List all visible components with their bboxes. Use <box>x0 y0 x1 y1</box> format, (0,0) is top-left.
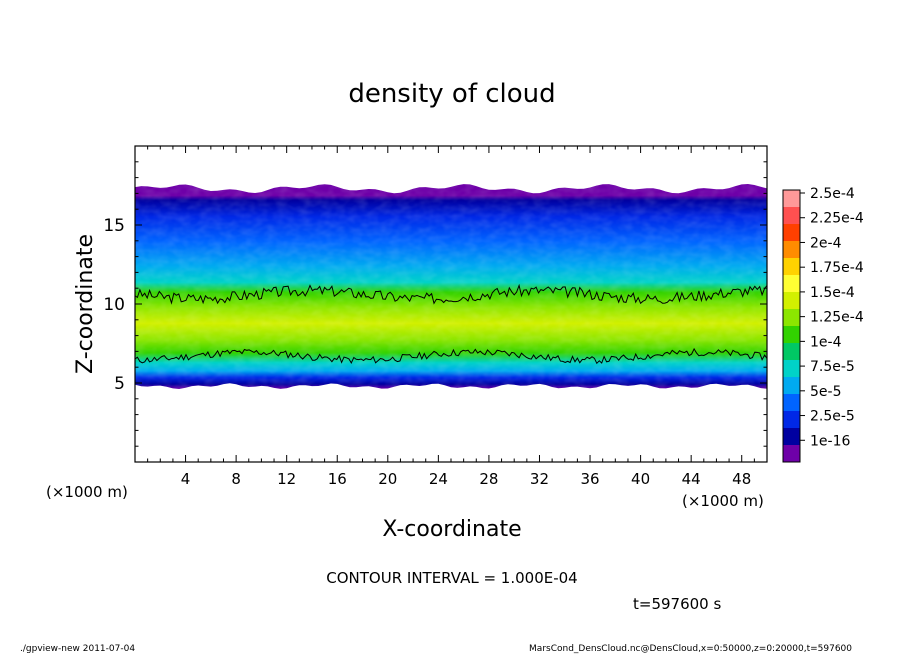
y-tick-label: 5 <box>114 374 125 394</box>
colorbar-swatch <box>783 394 800 412</box>
colorbar-swatch <box>783 343 800 361</box>
colorbar-swatch <box>783 428 800 446</box>
colorbar-label: 1.25e-4 <box>810 310 864 326</box>
contour-interval-note: CONTOUR INTERVAL = 1.000E-04 <box>326 569 577 587</box>
colorbar-swatch <box>783 360 800 378</box>
x-tick-label: 20 <box>378 470 397 488</box>
colorbar: 2.5e-4 2.25e-4 2e-4 1.75e-4 1.5e-4 1.25e-4 1e-… <box>782 186 864 463</box>
colorbar-swatch <box>783 377 800 395</box>
y-axis-unit: (×1000 m) <box>46 483 128 501</box>
colorbar-swatch <box>783 326 800 344</box>
x-tick-label: 4 <box>181 470 191 488</box>
colorbar-label: 7.5e-5 <box>810 359 855 375</box>
colorbar-label: 1.5e-4 <box>810 285 855 301</box>
colorbar-label: 2e-4 <box>810 235 842 251</box>
colorbar-swatch <box>783 258 800 276</box>
footer-right: MarsCond_DensCloud.nc@DensCloud,x=0:5000… <box>529 644 852 654</box>
y-axis-label: Z-coordinate <box>73 234 98 374</box>
x-axis-ticks: 4 8 12 16 20 24 28 32 36 40 44 48 <box>147 146 755 488</box>
colorbar-frame <box>782 189 801 463</box>
x-tick-label: 28 <box>479 470 498 488</box>
colorbar-label: 1e-4 <box>810 334 842 350</box>
x-tick-label: 32 <box>530 470 549 488</box>
y-axis-ticks: 5 10 15 <box>103 161 767 447</box>
x-tick-label: 16 <box>328 470 347 488</box>
x-tick-label: 44 <box>682 470 701 488</box>
x-tick-label: 40 <box>631 470 650 488</box>
colorbar-swatch <box>783 309 800 327</box>
colorbar-swatch <box>783 411 800 429</box>
x-tick-label: 48 <box>732 470 751 488</box>
colorbar-swatch <box>783 292 800 310</box>
colorbar-label: 2.25e-4 <box>810 211 864 227</box>
cloud-texture <box>135 184 767 389</box>
x-axis-label: X-coordinate <box>382 517 521 542</box>
x-axis-unit: (×1000 m) <box>682 492 764 510</box>
plot-area <box>135 146 767 462</box>
y-tick-label: 15 <box>103 216 125 236</box>
colorbar-swatch <box>783 445 800 463</box>
y-tick-label: 10 <box>103 295 125 315</box>
colorbar-swatch <box>783 207 800 225</box>
colorbar-label: 1.75e-4 <box>810 260 864 276</box>
x-tick-label: 36 <box>580 470 599 488</box>
colorbar-label: 2.5e-4 <box>810 186 855 202</box>
colorbar-label: 1e-16 <box>810 433 850 449</box>
contour-line-lower <box>135 347 767 365</box>
contour-line-upper <box>135 283 767 305</box>
footer-left: ./gpview-new 2011-07-04 <box>20 644 135 654</box>
x-tick-label: 24 <box>429 470 448 488</box>
x-tick-label: 8 <box>231 470 241 488</box>
colorbar-swatch <box>783 241 800 259</box>
time-stamp: t=597600 s <box>633 595 721 613</box>
chart-title: density of cloud <box>348 79 555 109</box>
colorbar-label: 2.5e-5 <box>810 409 855 425</box>
colorbar-swatch <box>783 224 800 242</box>
colorbar-swatch <box>783 190 800 208</box>
colorbar-label: 5e-5 <box>810 384 841 400</box>
x-tick-label: 12 <box>277 470 296 488</box>
colorbar-swatch <box>783 275 800 293</box>
